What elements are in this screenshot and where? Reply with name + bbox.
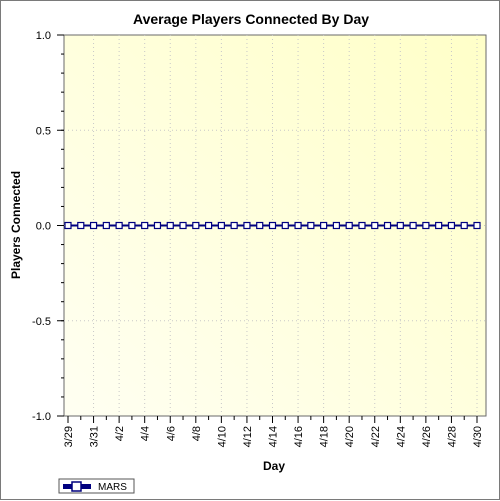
x-tick-label: 4/2 [114, 426, 126, 441]
x-tick-label: 4/12 [242, 426, 254, 447]
y-tick-label: -0.5 [32, 316, 51, 328]
data-point [460, 221, 468, 230]
x-tick-label: 4/8 [191, 426, 203, 441]
data-point [396, 221, 404, 230]
x-tick-label: 3/29 [63, 426, 75, 447]
data-point [243, 221, 251, 230]
data-point [64, 221, 72, 230]
data-point [204, 221, 213, 230]
data-point [115, 221, 123, 230]
data-point [102, 221, 110, 230]
data-point [77, 221, 85, 230]
data-point [371, 221, 379, 230]
data-point [345, 221, 353, 230]
x-tick-label: 4/6 [165, 426, 177, 441]
data-point [307, 221, 315, 230]
x-tick-label: 4/22 [370, 426, 382, 447]
y-tick-label: 1.0 [36, 30, 51, 42]
data-point [179, 221, 187, 230]
legend-label-mars: MARS [98, 482, 127, 493]
data-point [294, 221, 302, 230]
x-tick-label: 4/20 [344, 426, 356, 447]
data-point [192, 221, 200, 230]
data-point [230, 221, 238, 230]
x-tick-label: 4/10 [216, 426, 228, 447]
x-tick-label: 4/30 [472, 426, 484, 447]
x-tick-label: 4/26 [421, 426, 433, 447]
data-point [332, 221, 341, 230]
data-point [166, 221, 174, 230]
data-point [409, 221, 417, 230]
x-tick-label: 4/16 [293, 426, 305, 447]
axes: 1.0 0.5 0.0 -0.5 -1.0 3/29 3/31 4/2 4/4 4/6 4/8 4/1… [32, 30, 484, 447]
x-tick-label: 4/24 [395, 426, 407, 447]
x-axis-label: Day [263, 459, 285, 473]
data-point [383, 221, 392, 230]
data-point [473, 221, 481, 230]
y-tick-label: 0.5 [36, 125, 51, 137]
data-point [268, 221, 277, 230]
data-point [89, 221, 98, 230]
x-tick-label: 4/14 [268, 426, 280, 447]
y-axis-label: Players Connected [9, 171, 23, 279]
y-tick-label: 0.0 [36, 221, 51, 233]
x-tick-label: 3/31 [89, 426, 101, 447]
data-point [256, 221, 264, 230]
legend-marker-icon [71, 481, 82, 492]
data-point [447, 221, 456, 230]
chart-title: Average Players Connected By Day [133, 11, 369, 27]
y-tick-label: -1.0 [32, 411, 51, 423]
x-tick-label: 4/18 [319, 426, 331, 447]
data-point [153, 221, 162, 230]
data-point [281, 221, 289, 230]
data-point [128, 221, 136, 230]
x-tick-label: 4/28 [446, 426, 458, 447]
data-point [358, 221, 366, 230]
legend: MARS [58, 478, 135, 494]
data-point [435, 221, 443, 230]
series-mars [64, 221, 481, 230]
data-point [320, 221, 328, 230]
data-point [422, 221, 430, 230]
data-point [217, 221, 225, 230]
data-point [141, 221, 149, 230]
x-tick-label: 4/4 [140, 426, 152, 441]
